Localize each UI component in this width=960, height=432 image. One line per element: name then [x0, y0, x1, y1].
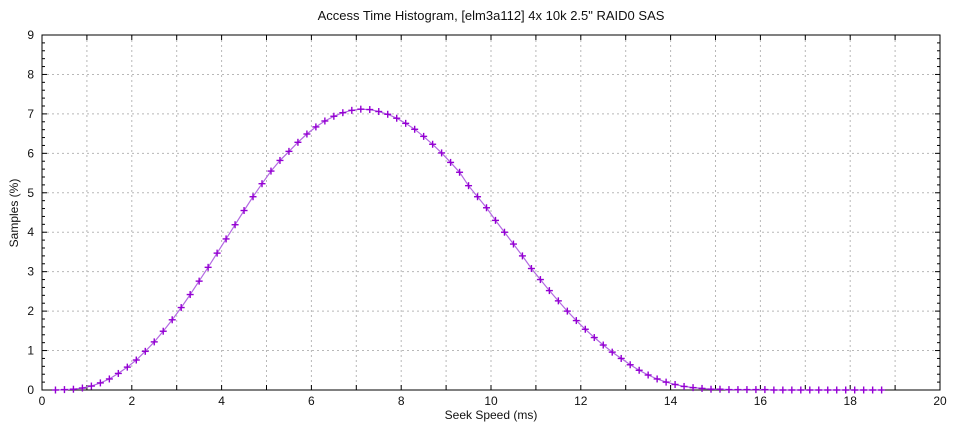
- y-tick-label: 4: [27, 225, 34, 239]
- y-tick-label: 2: [27, 304, 34, 318]
- chart-title: Access Time Histogram, [elm3a112] 4x 10k…: [317, 8, 665, 23]
- x-tick-label: 0: [39, 394, 46, 408]
- y-tick-label: 7: [27, 107, 34, 121]
- y-tick-label: 5: [27, 186, 34, 200]
- y-tick-label: 8: [27, 67, 34, 81]
- y-tick-label: 9: [27, 28, 34, 42]
- x-tick-label: 2: [128, 394, 135, 408]
- x-tick-label: 14: [664, 394, 678, 408]
- x-axis-label: Seek Speed (ms): [444, 408, 538, 422]
- y-tick-label: 1: [27, 344, 34, 358]
- x-tick-label: 6: [308, 394, 315, 408]
- y-tick-label: 6: [27, 146, 34, 160]
- x-tick-label: 20: [933, 394, 947, 408]
- x-tick-label: 12: [574, 394, 588, 408]
- y-tick-label: 3: [27, 265, 34, 279]
- y-axis-label: Samples (%): [7, 178, 21, 248]
- x-tick-label: 8: [398, 394, 405, 408]
- x-tick-label: 18: [844, 394, 858, 408]
- x-tick-label: 10: [484, 394, 498, 408]
- x-tick-label: 4: [218, 394, 225, 408]
- y-tick-label: 0: [27, 383, 34, 397]
- seek-histogram-curve: [55, 108, 882, 391]
- x-tick-label: 16: [754, 394, 768, 408]
